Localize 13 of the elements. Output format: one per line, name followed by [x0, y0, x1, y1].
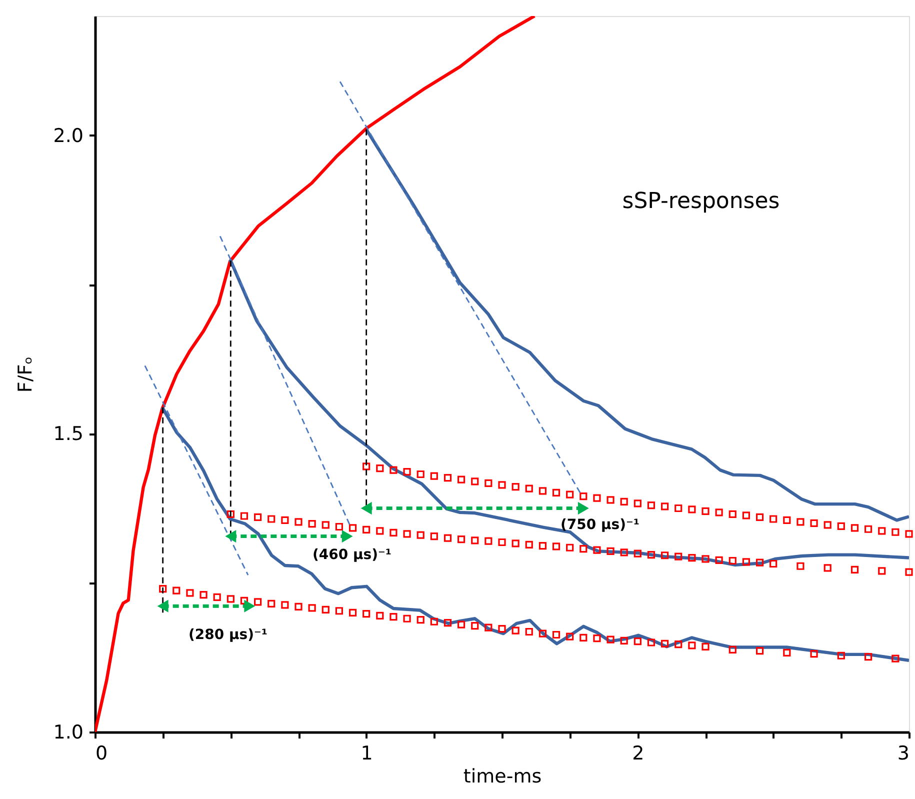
annotation: sSP-responses — [622, 189, 780, 214]
y-tick-label: 1.0 — [53, 722, 84, 744]
annotation: (280 µs)⁻¹ — [188, 627, 268, 643]
annotation: (460 µs)⁻¹ — [312, 547, 392, 563]
y-axis-title: F/Fₒ — [14, 356, 36, 393]
x-tick-label: 3 — [897, 742, 910, 764]
x-tick-label: 0 — [96, 742, 108, 764]
y-tick-label: 2.0 — [53, 124, 84, 147]
x-tick-label: 2 — [632, 742, 644, 764]
y-tick-label: 1.5 — [53, 423, 84, 446]
annotation: (750 µs)⁻¹ — [560, 517, 640, 533]
x-tick-label: 1 — [360, 742, 373, 764]
x-axis-title: time-ms — [463, 766, 542, 788]
